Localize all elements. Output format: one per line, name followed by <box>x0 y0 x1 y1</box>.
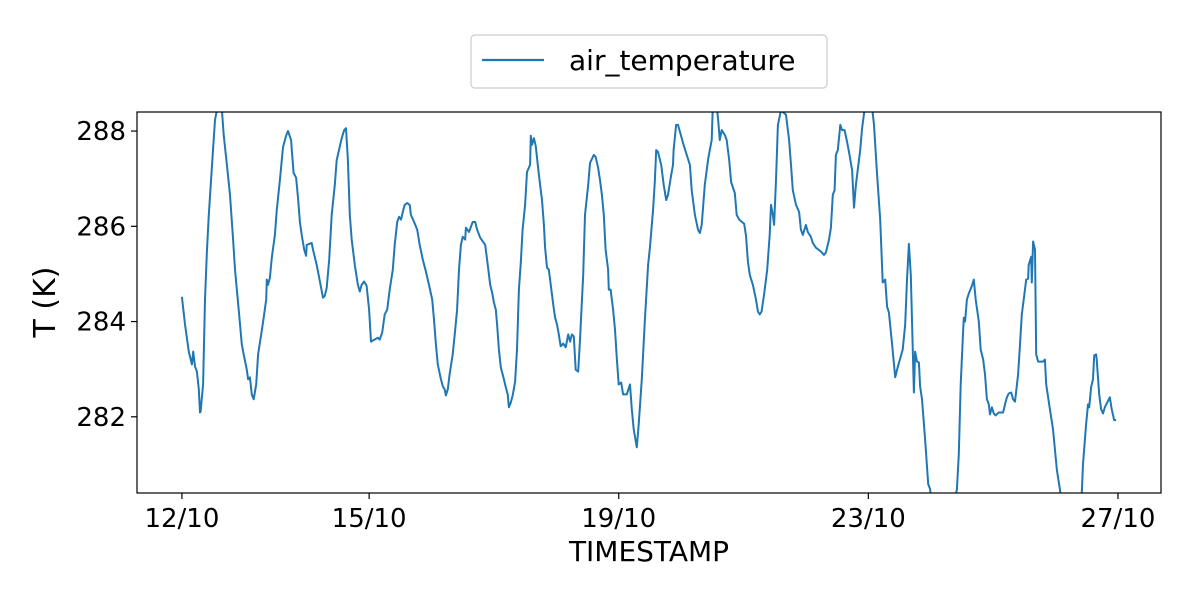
x-tick-label: 27/10 <box>1080 504 1155 534</box>
series-line-air-temperature <box>180 112 1117 493</box>
plot-frame <box>136 111 1162 494</box>
y-axis-label: T (K) <box>28 267 63 339</box>
y-tick-label: 288 <box>76 117 126 147</box>
x-tick-label: 12/10 <box>144 504 219 534</box>
legend: air_temperature <box>470 34 828 89</box>
x-axis: 12/10 15/10 19/10 23/10 27/10 <box>144 493 1155 534</box>
legend-box <box>470 34 828 89</box>
x-tick-label: 15/10 <box>332 504 407 534</box>
legend-label-air-temperature: air_temperature <box>569 44 795 77</box>
x-axis-label: TIMESTAMP <box>568 535 729 568</box>
x-tick-label: 19/10 <box>581 504 656 534</box>
y-tick-label: 282 <box>76 403 126 433</box>
x-tick-label: 23/10 <box>831 504 906 534</box>
y-axis: 282 284 286 288 <box>76 117 137 433</box>
y-tick-label: 284 <box>76 308 126 338</box>
y-tick-label: 286 <box>76 212 126 242</box>
